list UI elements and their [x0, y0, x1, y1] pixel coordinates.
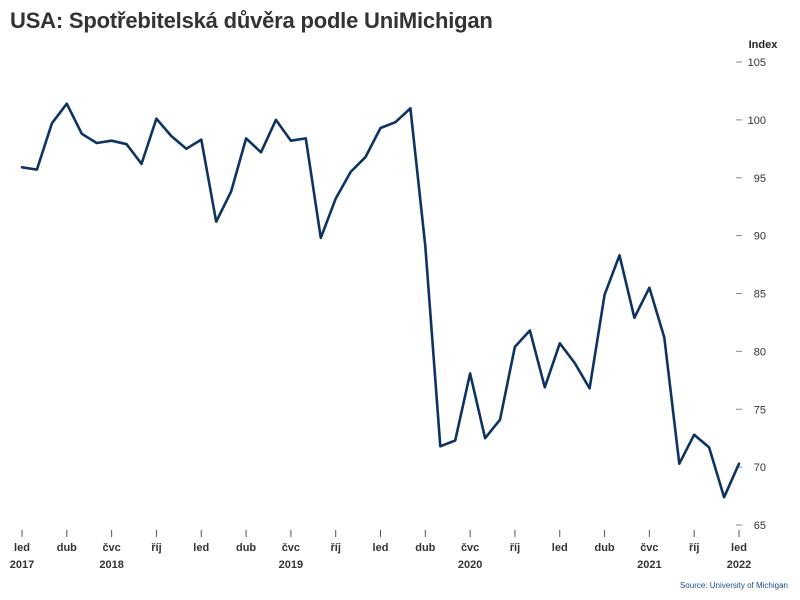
y-tick-label: 80: [754, 346, 766, 358]
x-tick-label-year: 2019: [279, 559, 303, 571]
x-tick-label-month: dub: [57, 542, 77, 554]
x-tick-label-month: led: [14, 542, 30, 554]
x-tick-label-month: led: [373, 542, 389, 554]
y-axis: 65 70 75 80 85 90 95 100 105: [736, 57, 766, 532]
x-tick-label-month: říj: [330, 542, 340, 554]
chart-title: USA: Spotřebitelská důvěra podle UniMich…: [10, 8, 493, 33]
series-line: [20, 102, 741, 499]
y-tick-label: 95: [754, 173, 766, 185]
series-group: [20, 102, 741, 499]
y-tick-label: 75: [754, 404, 766, 416]
x-tick-label-month: led: [193, 542, 209, 554]
x-tick-label-month: čvc: [640, 542, 658, 554]
x-tick-label-month: led: [552, 542, 568, 554]
y-tick-label: 105: [748, 57, 766, 69]
x-tick-label-year: 2018: [99, 559, 123, 571]
x-tick-label-month: čvc: [282, 542, 300, 554]
y-tick-label: 65: [754, 520, 766, 532]
y-tick-label: 70: [754, 462, 766, 474]
y-tick-label: 85: [754, 289, 766, 301]
x-tick-label-month: čvc: [102, 542, 120, 554]
x-tick-label-year: 2017: [10, 559, 34, 571]
x-tick-label-month: dub: [236, 542, 256, 554]
x-tick-label-month: dub: [594, 542, 614, 554]
x-tick-label-month: říj: [689, 542, 699, 554]
y-axis-title: Index: [749, 39, 779, 51]
source-note: Source: University of Michigan: [679, 581, 788, 590]
x-tick-label-month: dub: [415, 542, 435, 554]
x-tick-label-year: 2022: [727, 559, 751, 571]
x-tick-label-year: 2021: [637, 559, 661, 571]
x-tick-label-year: 2020: [458, 559, 482, 571]
x-tick-label-month: říj: [510, 542, 520, 554]
y-tick-label: 100: [748, 115, 766, 127]
x-tick-label-month: led: [731, 542, 747, 554]
x-tick-label-month: říj: [151, 542, 161, 554]
y-tick-label: 90: [754, 231, 766, 243]
x-axis: led 2017 dub čvc 2018 říj led dub čvc 2019 říj led d…: [10, 530, 751, 571]
x-tick-label-month: čvc: [461, 542, 479, 554]
